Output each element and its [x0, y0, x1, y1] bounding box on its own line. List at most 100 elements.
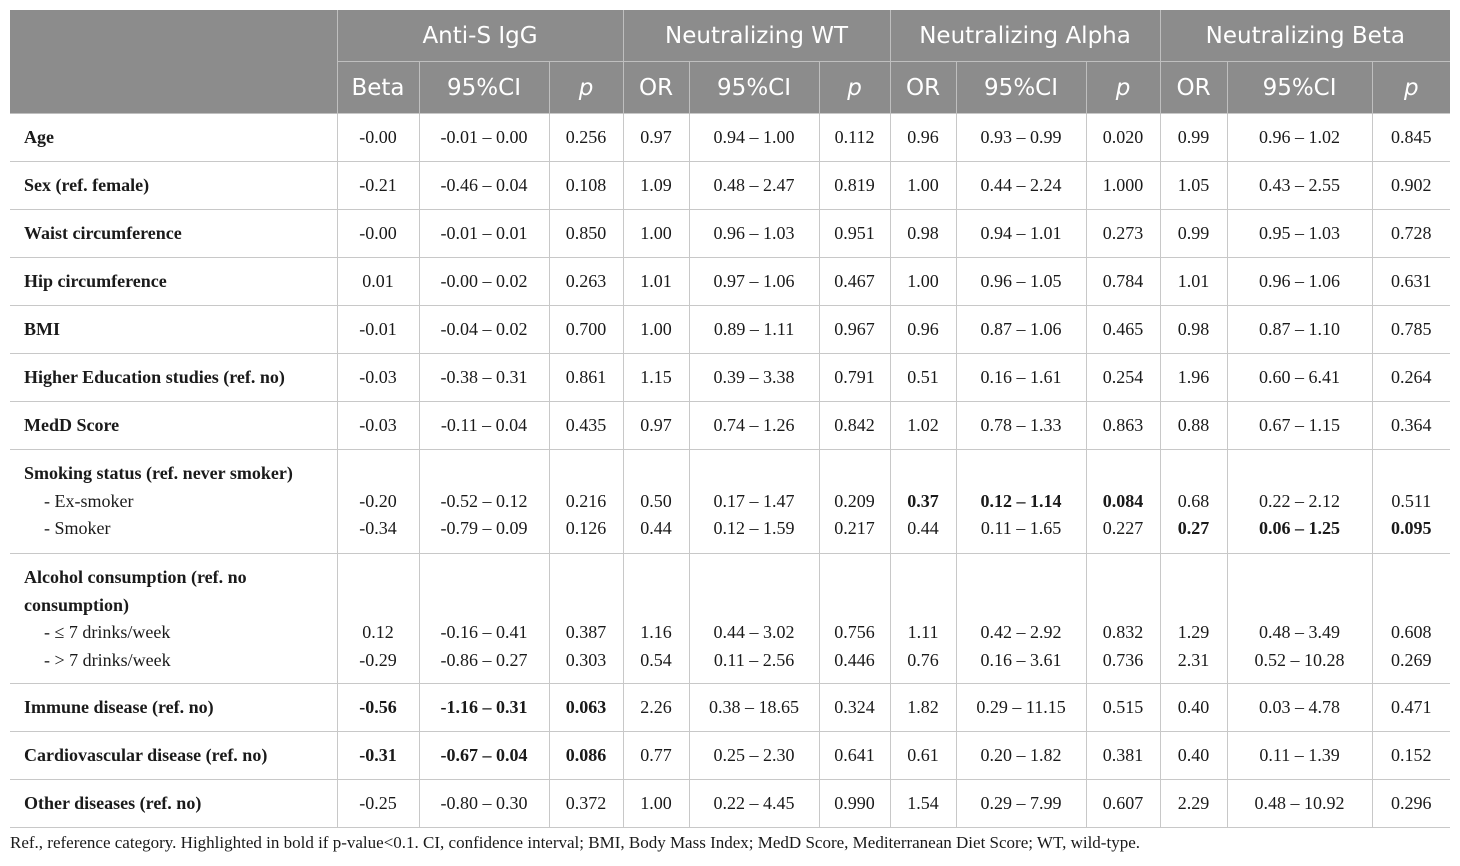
- spacer: [1161, 564, 1227, 592]
- table-cell: 1.00: [889, 161, 957, 210]
- group-header-neutralizing-alpha: Neutralizing Alpha: [889, 10, 1161, 62]
- col-header: 95%CI: [1226, 61, 1373, 114]
- spacer: [550, 592, 623, 620]
- row-label-text: Waist circumference: [24, 223, 182, 243]
- spacer: [624, 592, 689, 620]
- row-label: Immune disease (ref. no): [10, 683, 337, 732]
- table-cell: 0.951: [818, 209, 891, 258]
- table-cell: 0.381: [1085, 731, 1161, 780]
- col-header: OR: [889, 61, 957, 114]
- spacer: [338, 460, 419, 488]
- table-cell: 0.641: [818, 731, 891, 780]
- cell-value: 0.11 – 1.65: [980, 518, 1062, 538]
- group-header-anti-s-igg: Anti-S IgG: [336, 10, 624, 62]
- spacer: [820, 564, 890, 592]
- row-label: Waist circumference: [10, 209, 337, 258]
- table-cell: 0.063: [548, 683, 624, 732]
- table-cell: 1.15: [622, 353, 690, 402]
- table-row: Waist circumference -0.00 -0.01 – 0.01 0.85…: [10, 209, 1451, 258]
- table-cell: 1.96: [1159, 353, 1228, 402]
- table-cell: 0.511 0.095: [1371, 449, 1451, 554]
- cell-value: 0.209: [834, 490, 875, 511]
- table-cell: 0.48 – 2.47: [688, 161, 820, 210]
- row-label: Hip circumference: [10, 257, 337, 306]
- table-cell: -0.00 – 0.02: [418, 257, 549, 306]
- cell-value: 1.16: [640, 622, 672, 642]
- table-cell: 0.93 – 0.99: [955, 113, 1087, 162]
- table-cell: 0.785: [1371, 305, 1451, 354]
- table-cell: 1.82: [889, 683, 957, 732]
- table-cell: 0.387 0.303: [548, 553, 624, 684]
- row-label-text: Hip circumference: [24, 271, 167, 291]
- spacer: [690, 460, 819, 488]
- table-cell: 0.273: [1085, 209, 1161, 258]
- col-header: p: [1085, 61, 1161, 114]
- table-cell: 0.67 – 1.15: [1226, 401, 1373, 450]
- table-cell: 2.29: [1159, 779, 1228, 828]
- table-row: Hip circumference 0.01 -0.00 – 0.02 0.263 1.…: [10, 257, 1451, 306]
- table-cell: -0.38 – 0.31: [418, 353, 549, 402]
- sub-row-label: - ≤ 7 drinks/week: [44, 622, 171, 642]
- row-label-text: Age: [24, 127, 54, 147]
- col-header: p: [548, 61, 624, 114]
- cell-value: 0.095: [1391, 518, 1432, 538]
- table-row: Other diseases (ref. no) -0.25 -0.80 – 0.3…: [10, 779, 1451, 828]
- cell-value: 0.06 – 1.25: [1259, 518, 1341, 538]
- table-cell: 0.631: [1371, 257, 1451, 306]
- spacer: [624, 460, 689, 488]
- table-cell: 0.89 – 1.11: [688, 305, 820, 354]
- table-cell: 0.61: [889, 731, 957, 780]
- spacer: [1161, 460, 1227, 488]
- table-cell: 1.09: [622, 161, 690, 210]
- table-cell: 0.48 – 10.92: [1226, 779, 1373, 828]
- row-label: Sex (ref. female): [10, 161, 337, 210]
- group-header-neutralizing-beta: Neutralizing Beta: [1159, 10, 1451, 62]
- table-cell: -1.16 – 0.31: [418, 683, 549, 732]
- spacer: [957, 592, 1086, 620]
- col-header: 95%CI: [418, 61, 549, 114]
- cell-value: 1.11: [907, 622, 939, 642]
- table-cell: 0.87 – 1.06: [955, 305, 1087, 354]
- cell-value: 0.126: [565, 518, 607, 538]
- cell-value: 0.16 – 3.61: [980, 649, 1062, 670]
- table-cell: -0.01 – 0.00: [418, 113, 549, 162]
- cell-value: 0.608: [1391, 622, 1432, 642]
- table-cell: 0.608 0.269: [1371, 553, 1451, 684]
- cell-value: 0.50: [640, 490, 672, 511]
- header-corner: [10, 10, 337, 114]
- spacer: [820, 460, 890, 488]
- table-cell: 0.990: [818, 779, 891, 828]
- table-cell: -0.01 – 0.01: [418, 209, 549, 258]
- table-cell: 0.11 – 1.39: [1226, 731, 1373, 780]
- spacer: [820, 592, 890, 620]
- table-cell: -0.03: [336, 353, 419, 402]
- row-label-text: Higher Education studies (ref. no): [24, 367, 285, 387]
- table-cell: -0.25: [336, 779, 419, 828]
- table-cell: 0.12 -0.29: [336, 553, 419, 684]
- table-cell: -0.11 – 0.04: [418, 401, 549, 450]
- table-cell: 0.324: [818, 683, 891, 732]
- row-label-text: Other diseases (ref. no): [24, 793, 202, 813]
- table-cell: 0.108: [548, 161, 624, 210]
- table-cell: 0.37 0.44: [889, 449, 957, 554]
- table-cell: 0.791: [818, 353, 891, 402]
- results-table: Anti-S IgG Neutralizing WT Neutralizing …: [10, 10, 1451, 828]
- table-cell: 0.700: [548, 305, 624, 354]
- cell-value: 0.446: [834, 649, 875, 670]
- table-cell: 0.845: [1371, 113, 1451, 162]
- table-cell: 0.465: [1085, 305, 1161, 354]
- table-cell: 0.40: [1159, 731, 1228, 780]
- table-cell: 0.95 – 1.03: [1226, 209, 1373, 258]
- table-cell: 0.471: [1371, 683, 1451, 732]
- table-cell: -0.67 – 0.04: [418, 731, 549, 780]
- cell-value: 0.12: [362, 622, 394, 642]
- cell-value: -0.86 – 0.27: [440, 649, 528, 670]
- table-container: Anti-S IgG Neutralizing WT Neutralizing …: [10, 10, 1451, 828]
- cell-value: 0.832: [1102, 622, 1144, 642]
- row-label-text: Cardiovascular disease (ref. no): [24, 745, 268, 765]
- table-cell: -0.03: [336, 401, 419, 450]
- col-header: Beta: [336, 61, 419, 114]
- table-cell: 0.96: [889, 113, 957, 162]
- table-cell: -0.20 -0.34: [336, 449, 419, 554]
- cell-value: 0.736: [1102, 649, 1144, 670]
